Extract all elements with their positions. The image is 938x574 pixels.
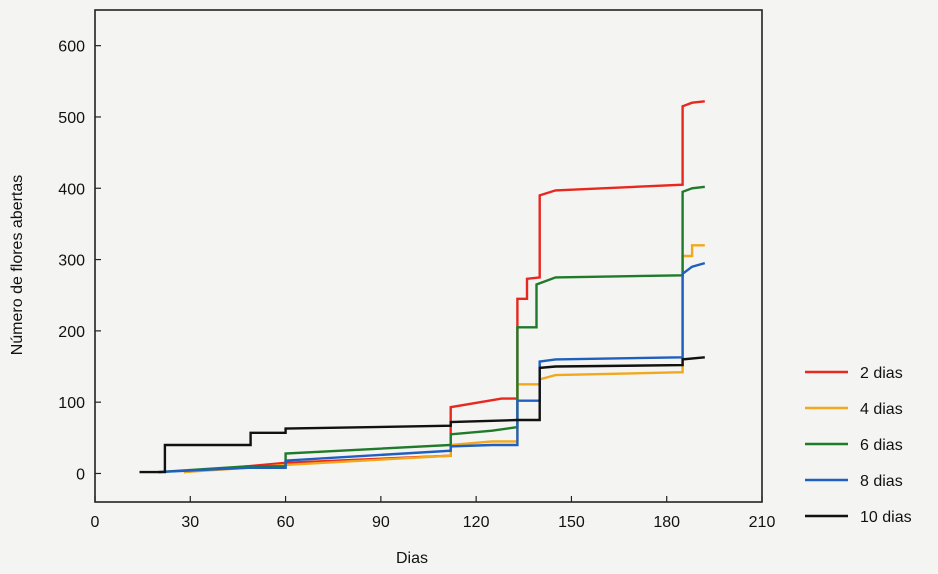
x-axis-label: Dias [396, 550, 428, 567]
series-layer [139, 100, 706, 474]
x-tick-label: 180 [653, 514, 680, 531]
x-tick-label: 0 [91, 514, 100, 531]
y-tick-label: 0 [76, 466, 85, 483]
y-tick-label: 100 [58, 395, 85, 412]
legend-label: 6 dias [860, 437, 903, 454]
x-axis: 0 30 60 90 120 150 180 210 [91, 496, 776, 531]
y-tick-label: 400 [58, 181, 85, 198]
x-tick-label: 120 [463, 514, 490, 531]
y-tick-label: 600 [58, 39, 85, 56]
series-line-2-dias [183, 100, 705, 474]
x-tick-label: 210 [749, 514, 776, 531]
y-axis-label: Número de flores abertas [9, 175, 26, 356]
series-line-6-dias [158, 185, 705, 474]
x-tick-label: 30 [181, 514, 199, 531]
y-axis: 0 100 200 300 400 500 600 [58, 39, 101, 483]
x-tick-label: 150 [558, 514, 585, 531]
y-tick-label: 500 [58, 110, 85, 127]
series-line-4-dias [183, 244, 705, 474]
series-line-10-dias [139, 356, 705, 474]
plot-area [94, 9, 763, 503]
legend-label: 2 dias [860, 365, 903, 382]
legend-label: 8 dias [860, 473, 903, 490]
x-tick-label: 60 [277, 514, 295, 531]
legend: 2 dias 4 dias 6 dias 8 dias 10 dias [805, 365, 912, 526]
x-tick-label: 90 [372, 514, 390, 531]
legend-label: 4 dias [860, 401, 903, 418]
legend-label: 10 dias [860, 509, 912, 526]
y-tick-label: 300 [58, 253, 85, 270]
y-tick-label: 200 [58, 324, 85, 341]
series-line-8-dias [158, 261, 706, 474]
